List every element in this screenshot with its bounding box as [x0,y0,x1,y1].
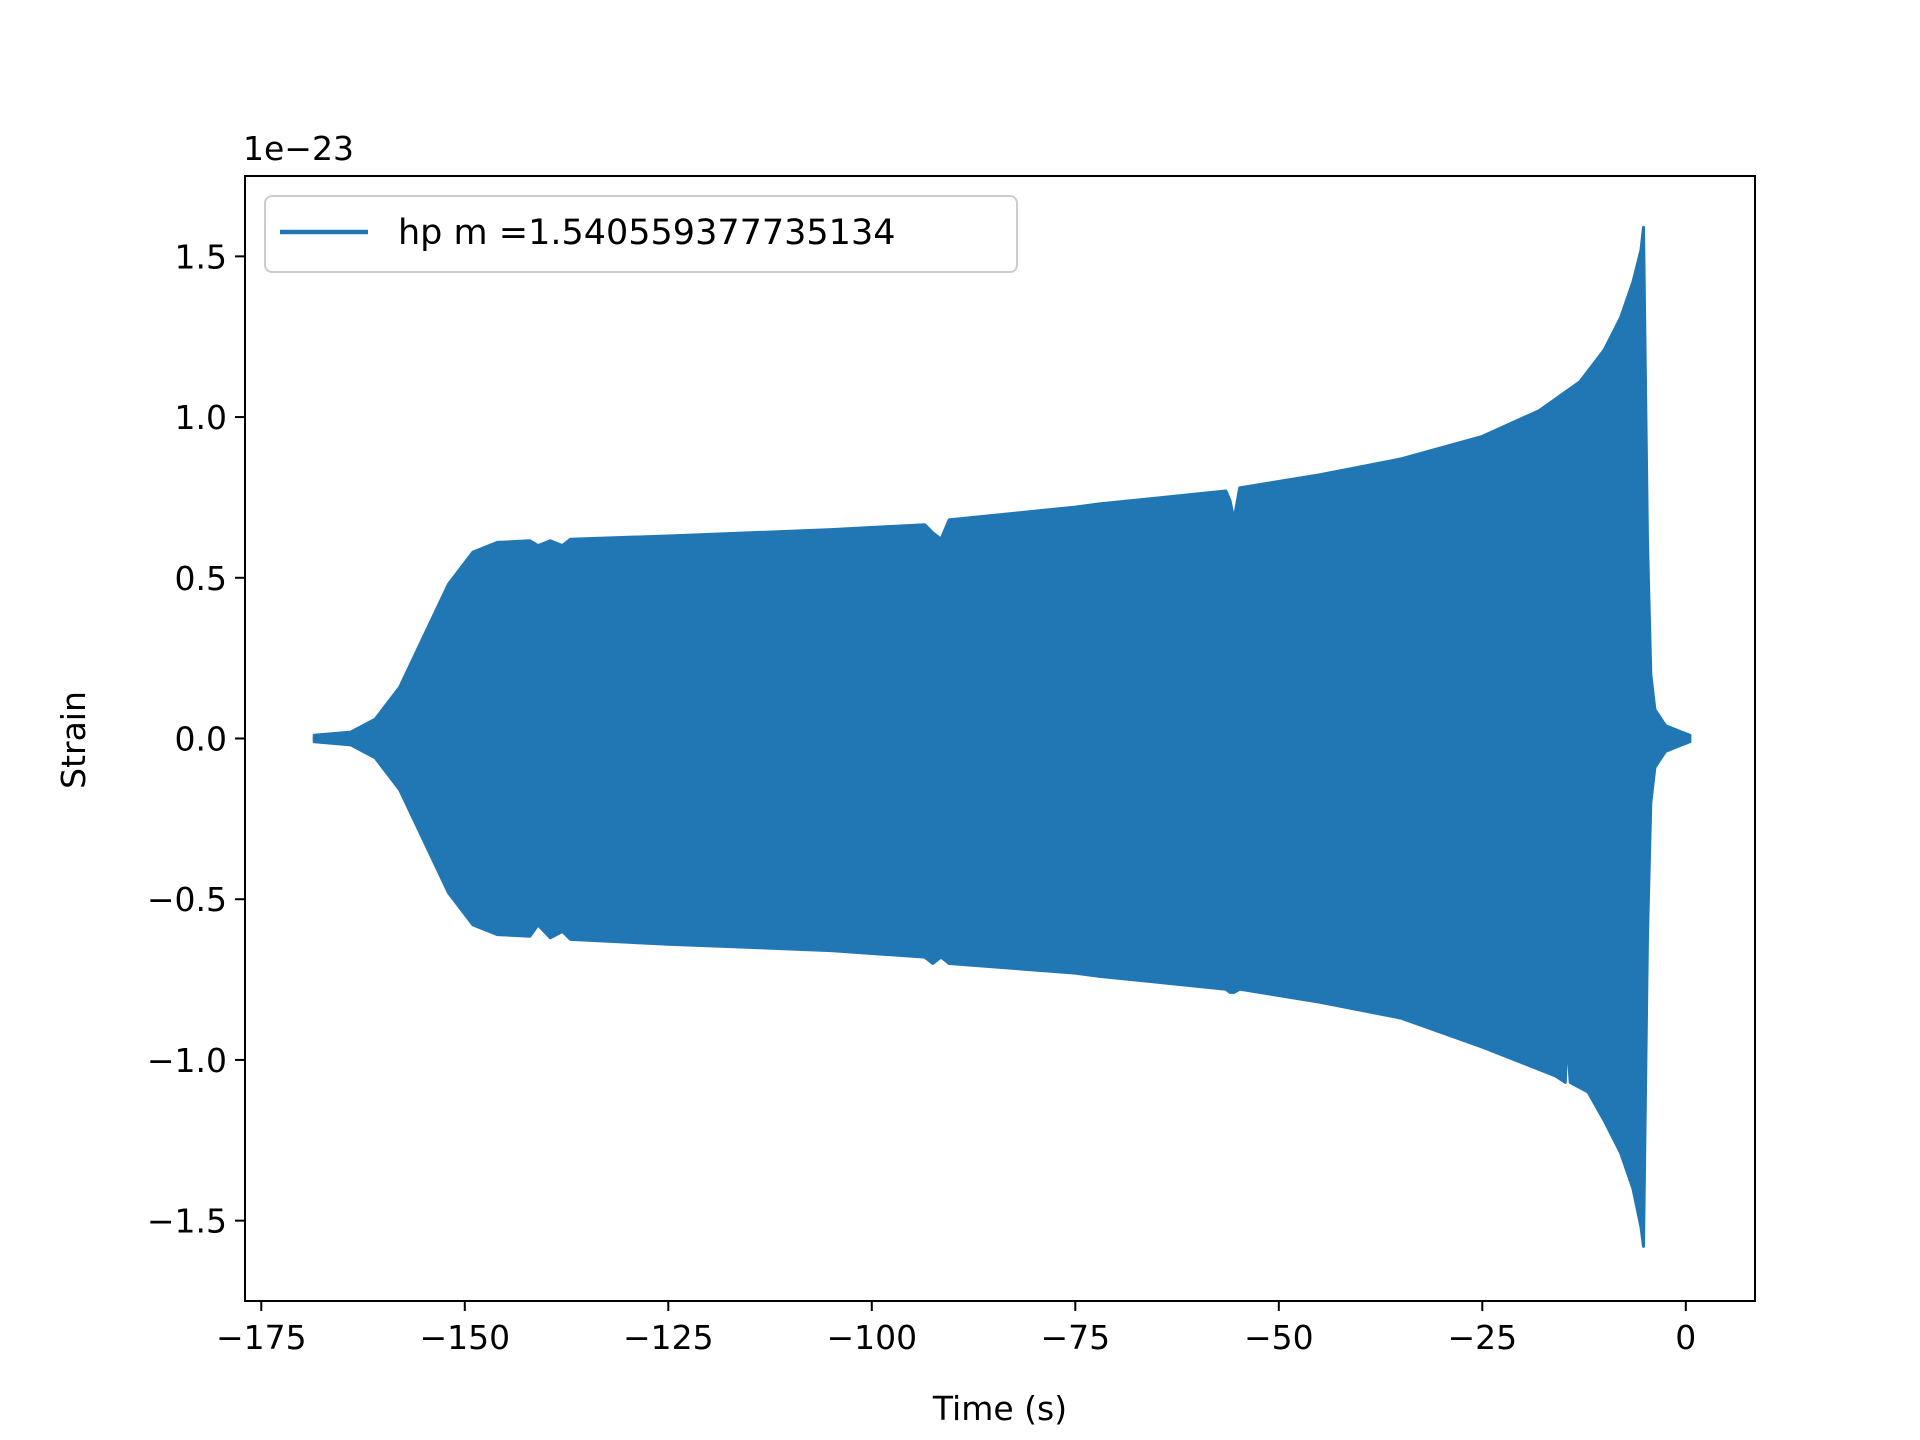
y-axis-label: Strain [54,691,93,789]
data-layer [312,225,1692,1248]
legend: hp m =1.540559377735134 [264,195,1018,273]
y-tick-label: −1.5 [147,1202,227,1241]
x-tick-label: −100 [826,1318,917,1357]
y-tick-label: −1.0 [147,1041,227,1080]
x-tick-label: −75 [1040,1318,1110,1357]
y-offset-label: 1e−23 [243,129,354,168]
y-tick-label: 0.5 [175,559,227,598]
series-0-waveform [312,225,1692,1248]
y-tick-label: 1.0 [175,398,227,437]
y-tick-label: 0.0 [175,720,227,759]
x-tick-label: −125 [623,1318,714,1357]
y-axis-ticks: −1.5 −1.0 −0.5 0.0 0.5 1.0 1.5 [147,237,245,1241]
x-tick-label: −150 [419,1318,510,1357]
x-tick-label: −175 [216,1318,307,1357]
x-tick-label: 0 [1675,1318,1696,1357]
legend-box [264,195,1018,273]
legend-entry-label: hp m =1.540559377735134 [398,213,896,253]
y-tick-label: 1.5 [175,237,227,276]
x-tick-label: −25 [1447,1318,1517,1357]
x-tick-label: −50 [1244,1318,1314,1357]
x-axis-ticks: −175 −150 −125 −100 −75 −50 −25 0 [216,1301,1696,1357]
y-tick-label: −0.5 [147,880,227,919]
x-axis-label: Time (s) [932,1389,1067,1428]
